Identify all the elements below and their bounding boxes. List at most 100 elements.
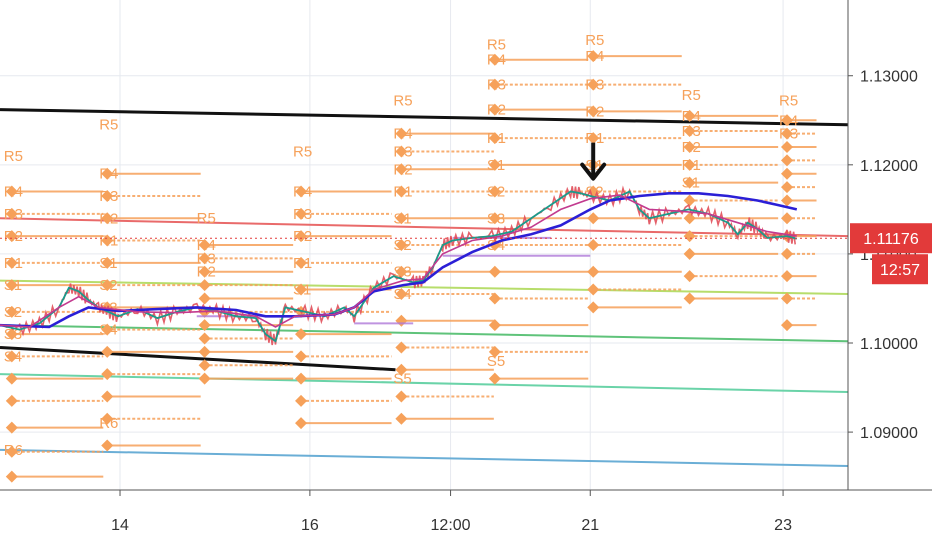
trendline-1[interactable] xyxy=(0,345,396,372)
pivot-label: S1 xyxy=(4,277,22,294)
pivot-diamond-marker xyxy=(5,185,18,198)
pivot-diamond-marker xyxy=(5,328,18,341)
pivot-diamond-marker xyxy=(101,256,114,269)
pivot-diamond-marker xyxy=(101,412,114,425)
pivot-diamond-marker xyxy=(395,390,408,403)
y-tick-label: 1.12000 xyxy=(860,158,918,175)
pivot-diamond-marker xyxy=(587,212,600,225)
moving-average-0[interactable] xyxy=(0,192,798,329)
pivot-diamond-marker xyxy=(587,78,600,91)
x-tick-label: 21 xyxy=(581,517,599,534)
pivot-diamond-marker xyxy=(101,190,114,202)
pivot-diamond-marker xyxy=(395,145,408,158)
x-tick-label: 16 xyxy=(301,517,319,534)
pivot-diamond-marker xyxy=(488,78,501,91)
pivot-diamond-marker xyxy=(781,181,794,194)
pivot-label: S2 xyxy=(487,184,505,201)
pivot-diamond-marker xyxy=(5,445,18,458)
pivot-label-top: R5 xyxy=(682,87,701,104)
pivot-diamond-marker xyxy=(587,50,600,63)
pivot-diamond-marker xyxy=(781,319,794,332)
pivot-diamond-marker xyxy=(781,114,794,127)
time-axis-ticks[interactable]: 14 16 12:00 21 23 xyxy=(111,490,792,534)
pivot-label: R3 xyxy=(682,123,701,140)
arrow-down-icon[interactable] xyxy=(580,142,607,181)
pivot-diamond-marker xyxy=(488,53,501,66)
pivot-diamond-marker xyxy=(587,265,600,278)
pivot-label: S2 xyxy=(393,237,411,254)
pivot-diamond-marker xyxy=(683,194,696,207)
pivot-diamond-marker xyxy=(781,141,794,153)
pivot-diamond-marker xyxy=(101,345,114,358)
trendline-3[interactable] xyxy=(0,279,849,295)
pivot-diamond-marker xyxy=(488,319,501,332)
pivot-diamond-marker xyxy=(295,230,308,243)
pivot-diamond-marker xyxy=(101,368,114,381)
pivot-label: R1 xyxy=(682,157,701,174)
pivot-diamond-marker xyxy=(488,212,501,225)
current-price-tag: 1.11176 xyxy=(850,223,932,254)
pivot-diamond-marker xyxy=(683,109,696,122)
pivot-diamond-marker xyxy=(5,350,18,363)
pivot-diamond-marker xyxy=(395,212,408,225)
pivot-diamond-marker xyxy=(781,212,794,225)
pivot-label: R2 xyxy=(4,228,23,245)
pivot-label: R1 xyxy=(393,184,412,201)
trendline-6[interactable] xyxy=(0,448,849,467)
pivot-diamond-marker xyxy=(683,270,696,283)
pivot-diamond-marker xyxy=(781,292,794,305)
pivot-label-top: R5 xyxy=(393,93,412,110)
pivot-diamond-marker xyxy=(781,167,794,180)
pivot-block-0: R5 R4 R3 R2 R1 S1 S2 S3 S4 R6 xyxy=(4,148,104,483)
pivot-diamond-marker xyxy=(5,394,18,407)
pivot-diamond-marker xyxy=(488,185,501,198)
pivot-diamond-marker xyxy=(101,234,114,247)
pivot-diamond-marker xyxy=(395,288,408,300)
pivot-diamond-marker xyxy=(198,372,211,385)
pivot-diamond-marker xyxy=(5,470,18,483)
trendline-4[interactable] xyxy=(0,324,849,343)
trendline-0[interactable] xyxy=(0,108,849,127)
pivot-label: R3 xyxy=(99,188,118,205)
pivot-diamond-marker xyxy=(683,176,696,189)
pivot-label: R4 xyxy=(682,108,701,125)
pivot-diamond-marker xyxy=(198,292,211,305)
pivot-label-bottom: R6 xyxy=(4,442,23,459)
pivot-diamond-marker xyxy=(395,185,408,198)
pivot-label: S1 xyxy=(487,157,505,174)
trendline-5[interactable] xyxy=(0,373,849,393)
pivot-label: R1 xyxy=(99,233,118,250)
pivot-diamond-marker xyxy=(488,265,501,278)
price-series[interactable] xyxy=(0,190,798,343)
pivot-diamond-marker xyxy=(395,363,408,376)
pivot-diamond-marker xyxy=(587,132,600,145)
y-tick-label: 1.13000 xyxy=(860,69,918,86)
pivot-diamond-marker xyxy=(295,328,308,341)
pivot-diamond-marker xyxy=(295,394,308,407)
pivot-diamond-marker xyxy=(295,417,308,430)
pivot-label: R3 xyxy=(779,126,798,143)
pivot-label-bottom: S5 xyxy=(487,353,505,370)
pivot-diamond-marker xyxy=(198,319,211,332)
pivot-label: R1 xyxy=(487,130,506,147)
pivot-label-top: R5 xyxy=(99,117,118,134)
pivot-diamond-marker xyxy=(295,185,308,198)
trendline-2[interactable] xyxy=(0,217,849,238)
pivot-diamond-marker xyxy=(101,323,114,336)
pivot-label: S3 xyxy=(393,264,411,281)
pivot-label: R4 xyxy=(99,166,118,183)
pivot-diamond-marker xyxy=(101,167,114,180)
pivot-label-top: R5 xyxy=(779,93,798,110)
moving-average-1[interactable] xyxy=(0,194,797,328)
pivot-label: R4 xyxy=(197,237,216,254)
pivot-diamond-marker xyxy=(101,212,114,225)
pivot-diamond-marker xyxy=(395,163,408,176)
pivot-label: R4 xyxy=(779,112,798,129)
pivot-label: R2 xyxy=(585,103,604,120)
pivot-label-top: R5 xyxy=(197,210,216,227)
pivot-diamond-marker xyxy=(488,132,501,145)
pivot-diamond-marker xyxy=(295,350,308,363)
pivot-label: R3 xyxy=(4,206,23,223)
